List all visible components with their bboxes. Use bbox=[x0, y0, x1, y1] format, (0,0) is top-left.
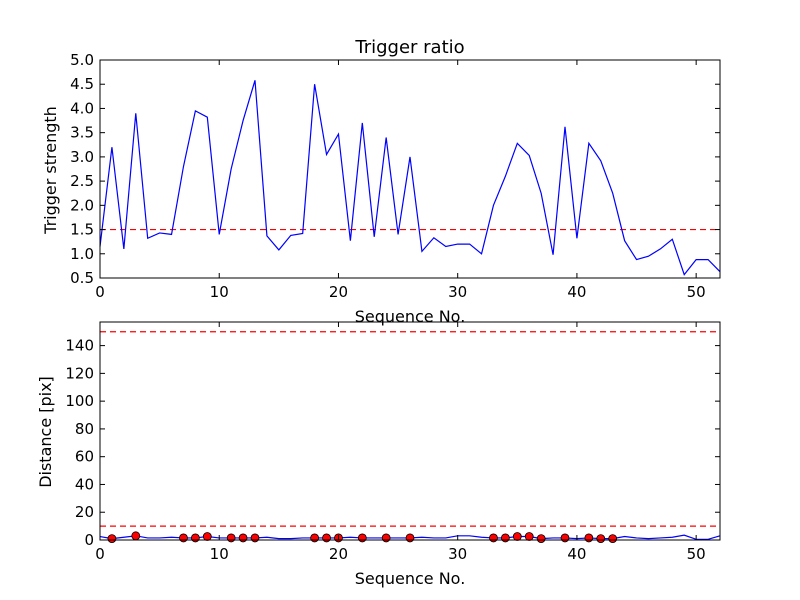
y-tick-label: 2.5 bbox=[70, 172, 94, 190]
data-point bbox=[608, 534, 618, 544]
y-tick-label: 5.0 bbox=[70, 51, 94, 69]
data-point bbox=[512, 532, 522, 541]
y-axis-label: Trigger strength bbox=[41, 106, 60, 235]
y-tick-label: 40 bbox=[75, 475, 94, 493]
plot-frame bbox=[99, 59, 721, 279]
data-point bbox=[500, 533, 510, 543]
x-tick-label: 0 bbox=[95, 545, 105, 563]
y-tick-label: 4.5 bbox=[70, 75, 94, 93]
x-tick-label: 40 bbox=[567, 545, 586, 563]
x-tick-label: 40 bbox=[567, 283, 586, 301]
y-tick-label: 3.5 bbox=[70, 124, 94, 142]
series-line-0 bbox=[99, 80, 721, 276]
y-tick-label: 80 bbox=[75, 420, 94, 438]
data-point bbox=[405, 533, 415, 543]
data-point bbox=[584, 533, 594, 543]
data-point bbox=[536, 534, 546, 544]
trigger-ratio-chart: Trigger ratio 0 10 20 30 40 50 0.5 1.0 1.5 2.0 2.5… bbox=[41, 37, 721, 326]
y-tick-label: 1.0 bbox=[70, 245, 94, 263]
y-tick-label: 1.5 bbox=[70, 221, 94, 239]
data-point bbox=[190, 533, 200, 543]
x-tick-label: 10 bbox=[210, 283, 229, 301]
data-point bbox=[381, 533, 391, 543]
data-point bbox=[179, 533, 188, 543]
x-tick-label: 0 bbox=[95, 283, 105, 301]
y-tick-label: 20 bbox=[75, 503, 94, 521]
x-tick-label: 30 bbox=[448, 545, 467, 563]
distance-chart: 0 10 20 30 40 50 0 20 40 60 80 100 120 140 Sequence N… bbox=[36, 321, 721, 588]
data-point bbox=[596, 534, 606, 544]
data-point bbox=[560, 533, 570, 543]
data-point bbox=[322, 533, 331, 543]
x-tick-label: 30 bbox=[448, 283, 467, 301]
x-tick-label: 50 bbox=[687, 545, 706, 563]
y-tick-label: 0 bbox=[84, 531, 94, 549]
x-axis-label: Sequence No. bbox=[355, 569, 466, 588]
data-point bbox=[202, 532, 212, 541]
plot-frame bbox=[99, 321, 721, 541]
data-point bbox=[238, 533, 248, 543]
data-point bbox=[131, 531, 141, 541]
data-point bbox=[524, 532, 534, 541]
data-point bbox=[489, 533, 498, 543]
y-tick-label: 60 bbox=[75, 448, 94, 466]
y-tick-label: 100 bbox=[65, 392, 94, 410]
data-point bbox=[226, 533, 236, 543]
y-tick-label: 4.0 bbox=[70, 99, 94, 117]
y-tick-label: 140 bbox=[65, 337, 94, 355]
y-tick-label: 2.0 bbox=[70, 196, 94, 214]
y-tick-label: 3.0 bbox=[70, 148, 94, 166]
x-tick-label: 10 bbox=[210, 545, 229, 563]
y-axis-label: Distance [pix] bbox=[36, 376, 55, 488]
data-point bbox=[250, 533, 260, 543]
data-point bbox=[107, 534, 117, 544]
x-tick-label: 20 bbox=[329, 283, 348, 301]
y-tick-label: 0.5 bbox=[70, 269, 94, 287]
data-point bbox=[310, 533, 320, 543]
x-tick-label: 20 bbox=[329, 545, 348, 563]
x-axis-label: Sequence No. bbox=[355, 307, 466, 326]
chart-title: Trigger ratio bbox=[354, 37, 464, 58]
data-point bbox=[357, 533, 367, 543]
x-tick-label: 50 bbox=[687, 283, 706, 301]
y-tick-label: 120 bbox=[65, 364, 94, 382]
